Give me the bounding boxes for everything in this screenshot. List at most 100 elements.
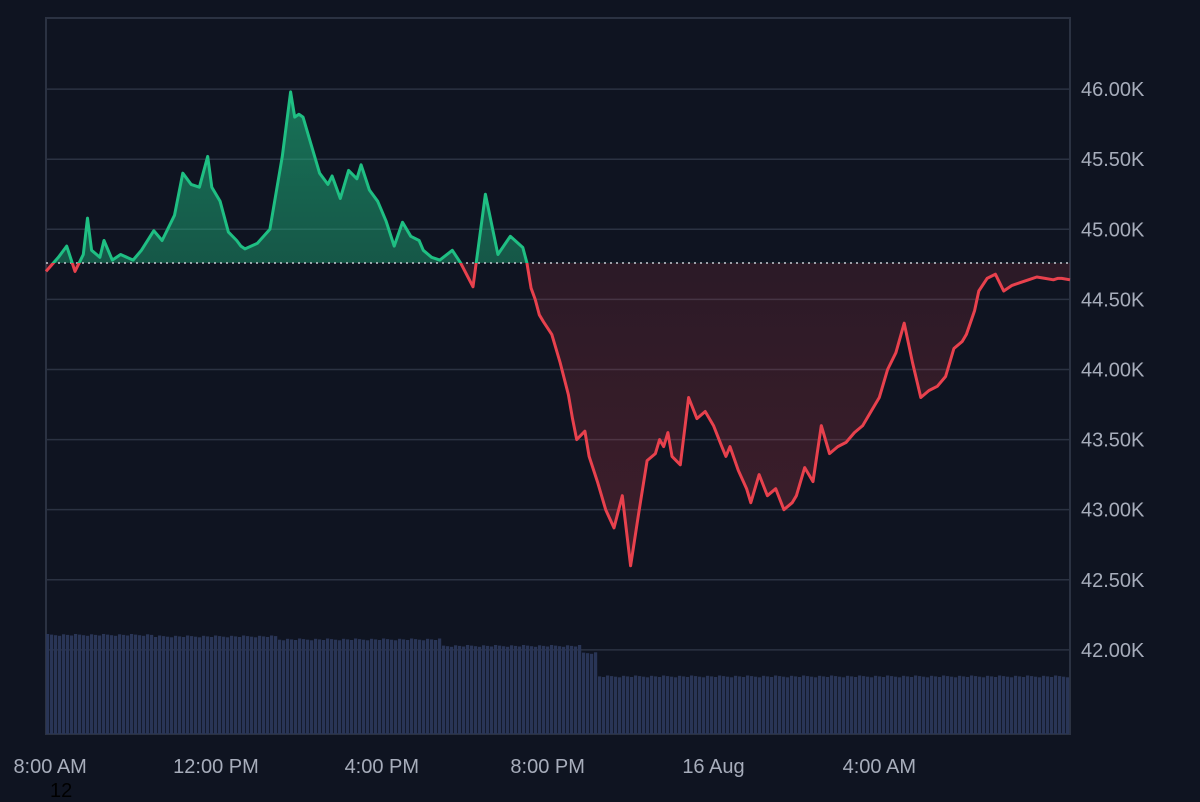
volume-bar	[262, 636, 266, 734]
volume-bar	[606, 675, 610, 734]
x-tick-label: 8:00 PM	[510, 756, 584, 778]
volume-bar	[1038, 677, 1042, 734]
volume-bar	[486, 645, 490, 734]
volume-bar	[546, 646, 550, 734]
volume-bar	[726, 676, 730, 734]
volume-bar	[214, 635, 218, 734]
volume-bar	[530, 646, 534, 734]
volume-bar	[162, 636, 166, 734]
volume-bar	[154, 637, 158, 734]
volume-bar	[350, 640, 354, 734]
volume-bar	[242, 635, 246, 734]
volume-bar	[638, 676, 642, 734]
volume-bar	[934, 676, 938, 734]
volume-bar	[274, 636, 278, 734]
volume-bar	[674, 677, 678, 734]
volume-bar	[322, 640, 326, 734]
volume-bar	[970, 675, 974, 734]
volume-bar	[822, 676, 826, 734]
volume-bar	[186, 635, 190, 734]
volume-bar	[690, 675, 694, 734]
volume-bar	[802, 675, 806, 734]
volume-bar	[438, 638, 442, 734]
volume-bar	[966, 677, 970, 734]
volume-bar	[594, 652, 598, 734]
price-line-down	[44, 262, 1071, 568]
volume-bar	[510, 645, 514, 734]
volume-bar	[838, 676, 842, 734]
volume-bar	[278, 639, 282, 734]
volume-bar	[298, 638, 302, 734]
volume-bar	[766, 676, 770, 734]
volume-bar	[194, 636, 198, 734]
volume-bar	[314, 638, 318, 734]
volume-bar	[538, 645, 542, 734]
x-tick-label: 12:00 PM	[173, 756, 259, 778]
volume-bar	[294, 640, 298, 734]
volume-bar	[890, 676, 894, 734]
volume-bar	[66, 634, 70, 734]
volume-bar	[458, 645, 462, 734]
volume-bar	[442, 645, 446, 734]
y-tick-label: 44.00K	[1081, 359, 1145, 381]
volume-bar	[922, 676, 926, 734]
volume-bar	[518, 646, 522, 734]
volume-bar	[986, 675, 990, 734]
volume-bar	[866, 676, 870, 734]
volume-bar	[774, 675, 778, 734]
volume-bar	[858, 675, 862, 734]
volume-bar	[522, 645, 526, 734]
volume-bar	[494, 645, 498, 734]
volume-bar	[310, 640, 314, 734]
volume-bar	[818, 675, 822, 734]
volume-bar	[70, 635, 74, 734]
volume-bar	[898, 677, 902, 734]
volume-bar	[742, 677, 746, 734]
volume-bar	[734, 675, 738, 734]
volume-bar	[170, 637, 174, 734]
y-tick-label: 45.50K	[1081, 149, 1145, 171]
volume-bar	[414, 639, 418, 734]
volume-bar	[710, 676, 714, 734]
volume-bar	[686, 677, 690, 734]
volume-bar	[938, 677, 942, 734]
volume-bar	[342, 638, 346, 734]
volume-bar	[126, 635, 130, 734]
volume-bar	[318, 639, 322, 734]
volume-bar	[586, 653, 590, 734]
volume-bar	[758, 677, 762, 734]
volume-bar	[1034, 676, 1038, 734]
volume-bar	[1014, 675, 1018, 734]
volume-bar	[102, 634, 106, 734]
volume-bar	[718, 675, 722, 734]
x-tick-label: 4:00 AM	[843, 756, 916, 778]
volume-bar	[434, 640, 438, 734]
volume-bar	[142, 635, 146, 734]
volume-bar	[1030, 676, 1034, 734]
volume-bar	[106, 634, 110, 734]
volume-bar	[942, 675, 946, 734]
volume-bar	[334, 639, 338, 734]
volume-bar	[642, 676, 646, 734]
x-tick-label: 8:00 AM	[13, 756, 86, 778]
volume-bar	[234, 636, 238, 734]
volume-bar	[290, 639, 294, 734]
volume-bar	[490, 646, 494, 734]
volume-bar	[94, 634, 98, 734]
volume-bar	[158, 635, 162, 734]
volume-bar	[182, 637, 186, 734]
volume-bar	[626, 676, 630, 734]
volume-bar	[782, 676, 786, 734]
volume-bar	[666, 676, 670, 734]
volume-bar	[462, 646, 466, 734]
volume-bar	[406, 640, 410, 734]
volume-bar	[502, 646, 506, 734]
y-axis: 46.00K 45.50K 45.00K 44.50K 44.00K 43.50K 43.0…	[1081, 79, 1145, 662]
volume-bar	[82, 635, 86, 734]
volume-bar	[578, 645, 582, 734]
volume-bar	[1046, 676, 1050, 734]
volume-bar	[770, 677, 774, 734]
volume-bar	[202, 635, 206, 734]
price-line-up	[51, 90, 529, 263]
